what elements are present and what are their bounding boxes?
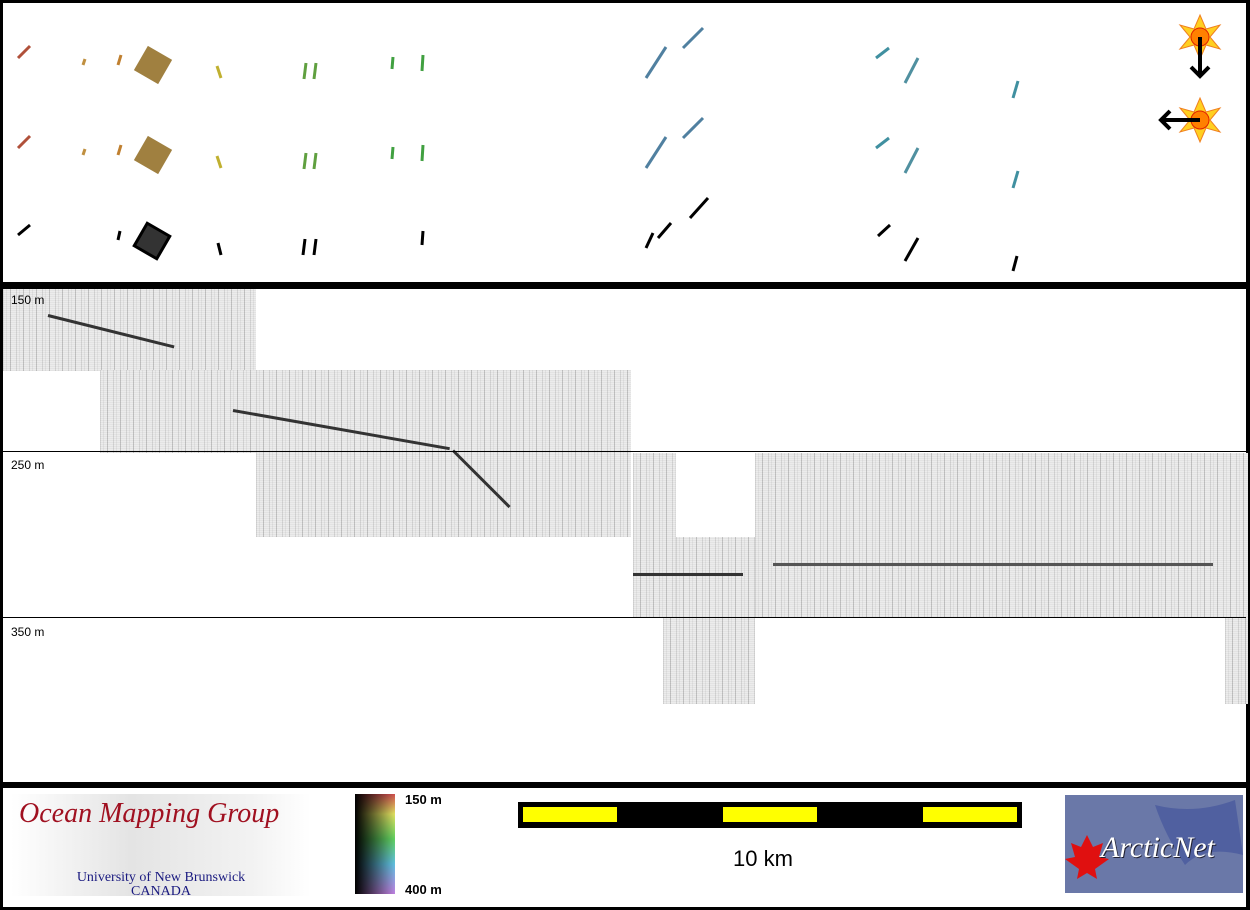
- colorbar-top-label: 150 m: [405, 792, 442, 807]
- echogram-segment: [663, 617, 755, 704]
- echogram-segment: [1225, 617, 1248, 704]
- swath-thumbnail-panel: [3, 3, 1246, 282]
- swath-thumbnails: [16, 13, 1222, 272]
- legend-footer: Ocean Mapping Group University of New Br…: [3, 788, 1246, 907]
- depth-label: 150 m: [11, 293, 45, 307]
- echogram-segment: [676, 537, 755, 617]
- scale-bar: [518, 802, 1022, 828]
- thumbnail-row-mask: [17, 196, 1019, 272]
- thumbnail-row-sun-west: [16, 116, 1020, 189]
- scale-bar-segment: [523, 807, 617, 822]
- scale-bar-label: 10 km: [733, 846, 793, 871]
- seabed-trace: [773, 563, 1213, 566]
- depth-label: 250 m: [11, 458, 45, 472]
- echogram-panel: 150 m 250 m 350 m: [3, 289, 1248, 782]
- sun-arrow-left-icon: [1158, 96, 1222, 144]
- depth-colorbar: [355, 794, 395, 894]
- scale-bar-segment: [723, 807, 817, 822]
- echogram-segment: [633, 453, 676, 617]
- depth-label: 350 m: [11, 625, 45, 639]
- depth-gridline: [3, 617, 1246, 618]
- echogram-segment: [755, 453, 1248, 617]
- thumbnail-row-sun-north: [16, 26, 1020, 99]
- echogram-segment: [100, 370, 256, 453]
- ocean-mapping-group-logo: Ocean Mapping Group University of New Br…: [11, 794, 311, 899]
- sun-arrow-down-icon: [1178, 13, 1222, 79]
- echogram-segment: [256, 370, 631, 537]
- seabed-trace: [633, 573, 743, 576]
- colorbar-bottom-label: 400 m: [405, 882, 442, 897]
- arcticnet-logo: ArcticNet: [1065, 795, 1243, 893]
- echogram-segment: [3, 289, 256, 371]
- scale-bar-segment: [923, 807, 1017, 822]
- depth-gridline: [3, 451, 1246, 452]
